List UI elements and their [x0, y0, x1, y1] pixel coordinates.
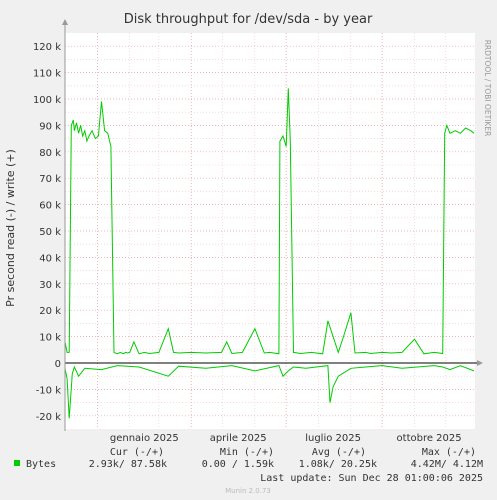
series-read-line	[64, 365, 475, 419]
legend-header-min: Min (-/+)	[220, 447, 274, 458]
y-tick-label: 60 k	[39, 201, 61, 212]
legend-value-max: 4.42M/ 4.12M	[411, 459, 483, 470]
x-tick-label: ottobre 2025	[397, 433, 462, 444]
legend-value-avg: 1.08k/ 20.25k	[299, 459, 377, 470]
y-tick-label: 10 k	[39, 333, 61, 344]
y-tick-label: -20 k	[36, 412, 62, 423]
chart-title: Disk throughput for /dev/sda - by year	[124, 12, 373, 27]
x-tick-label: gennaio 2025	[110, 433, 179, 444]
legend-value-min: 0.00 / 1.59k	[202, 459, 274, 470]
y-tick-label: 110 k	[33, 69, 61, 80]
axis-layer: -20 k -10 k 0 10 k 20 k 30 k 40 k 50 k 60 k 70 k 8…	[33, 19, 483, 444]
series-write-line	[64, 88, 475, 355]
legend-header-cur: Cur (-/+)	[110, 447, 164, 458]
y-tick-label: 120 k	[33, 42, 61, 53]
x-tick-label: luglio 2025	[305, 433, 361, 444]
y-tick-label: 30 k	[39, 280, 61, 291]
legend-value-cur: 2.93k/ 87.58k	[89, 459, 167, 470]
series-layer	[64, 88, 475, 419]
munin-version: Munin 2.0.73	[225, 487, 271, 495]
x-axis-arrow-icon	[477, 360, 483, 366]
legend: Bytes Cur (-/+) Min (-/+) Avg (-/+) Max …	[14, 447, 483, 495]
x-tick-label: aprile 2025	[210, 433, 267, 444]
y-tick-label: 70 k	[39, 174, 61, 185]
y-tick-label: 0	[55, 359, 61, 370]
y-tick-label: 80 k	[39, 148, 61, 159]
rrdtool-credit: RRDTOOL / TOBI OETIKER	[483, 40, 492, 137]
last-update: Last update: Sun Dec 28 01:00:06 2025	[260, 473, 483, 484]
y-tick-label: 40 k	[39, 253, 61, 264]
y-axis-arrow-icon	[62, 19, 68, 25]
legend-label-bytes: Bytes	[26, 459, 56, 470]
y-tick-label: 100 k	[33, 95, 61, 106]
legend-header-avg: Avg (-/+)	[312, 447, 366, 458]
y-axis-label: Pr second read (-) / write (+)	[4, 149, 17, 307]
y-tick-label: 50 k	[39, 227, 61, 238]
legend-header-max: Max (-/+)	[422, 447, 476, 458]
y-tick-label: 90 k	[39, 121, 61, 132]
y-tick-label: 20 k	[39, 306, 61, 317]
legend-swatch-bytes	[14, 460, 20, 466]
y-tick-label: -10 k	[36, 385, 62, 396]
